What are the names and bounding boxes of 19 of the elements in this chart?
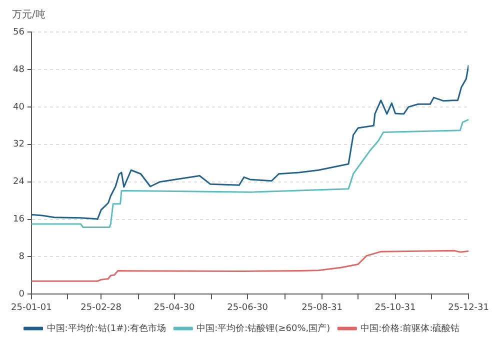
y-tick-label: 0 <box>18 290 25 300</box>
x-tick-label: 25-10-31 <box>374 302 416 313</box>
legend-label: 中国:平均价:钴酸锂(≥60%,国产) <box>196 322 330 334</box>
legend-label: 中国:平均价:钴(1#):有色市场 <box>46 322 166 334</box>
y-tick-label: 16 <box>12 214 25 225</box>
x-tick-label: 25-06-30 <box>227 302 268 313</box>
y-tick-label: 56 <box>12 27 25 38</box>
x-tick-label: 25-04-30 <box>154 302 196 313</box>
y-tick-label: 8 <box>18 252 25 262</box>
x-tick-label: 25-12-31 <box>448 302 490 313</box>
x-tick-label: 25-01-01 <box>10 302 52 313</box>
y-tick-label: 40 <box>12 102 25 112</box>
y-axis-title: 万元/吨 <box>12 8 46 21</box>
y-tick-label: 48 <box>12 64 25 75</box>
y-tick-label: 24 <box>12 177 25 188</box>
x-tick-label: 25-08-31 <box>302 302 342 313</box>
x-tick-label: 25-02-28 <box>80 302 122 313</box>
y-tick-label: 32 <box>12 140 24 150</box>
legend-label: 中国:价格:前驱体:硫酸钴 <box>360 322 460 334</box>
